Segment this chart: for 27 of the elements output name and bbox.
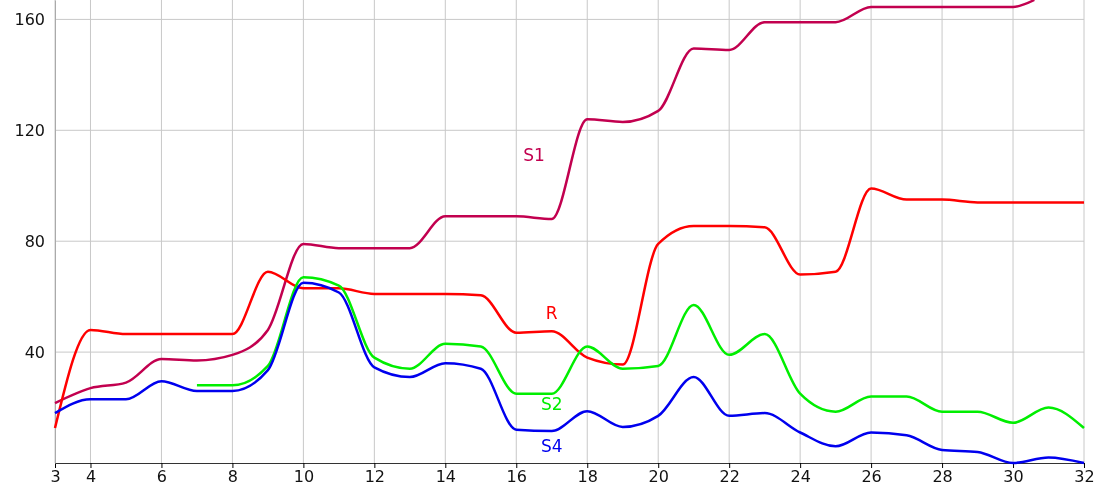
x-tick-label: 4 — [85, 467, 97, 487]
x-tick-label: 24 — [790, 467, 811, 487]
series-label: R — [545, 302, 558, 323]
x-tick-label: 22 — [719, 467, 740, 487]
y-tick-label: 80 — [24, 231, 45, 251]
x-tick-label: 20 — [648, 467, 669, 487]
x-tick-label: 28 — [932, 467, 953, 487]
x-tick-label: 3 — [50, 467, 61, 487]
line-series — [195, 276, 1086, 430]
series-label: S2 — [540, 394, 563, 415]
x-tick-label: 10 — [293, 467, 315, 487]
series-label: S4 — [540, 435, 563, 456]
x-tick-label: 16 — [506, 467, 527, 487]
x-tick-label: 26 — [861, 467, 882, 487]
x-tick-label: 14 — [435, 467, 456, 487]
x-tick-label: 18 — [577, 467, 598, 487]
x-tick-label: 12 — [364, 467, 386, 487]
y-tick-label: 120 — [14, 120, 45, 140]
x-tick-label: 32 — [1074, 467, 1095, 487]
x-tick-label: 8 — [227, 467, 239, 487]
series-label: S1 — [523, 144, 545, 165]
y-tick-label: 160 — [14, 10, 45, 30]
line-series — [53, 281, 1086, 465]
y-tick-label: 40 — [24, 342, 45, 362]
x-tick-label: 30 — [1003, 467, 1024, 487]
line-series — [53, 187, 1086, 430]
x-tick-label: 6 — [156, 467, 168, 487]
